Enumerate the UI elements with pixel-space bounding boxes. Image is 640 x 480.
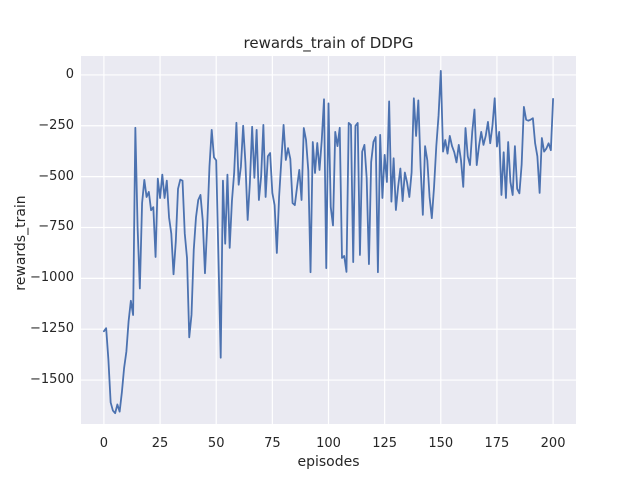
series-line-rewards-train	[103, 69, 554, 415]
x-tick-label: 175	[484, 436, 510, 451]
x-tick-label: 200	[540, 436, 566, 451]
x-tick-label: 0	[99, 436, 109, 451]
y-tick-label: −250	[38, 117, 74, 133]
x-tick-label: 25	[151, 436, 169, 451]
y-tick-label: −1250	[30, 321, 74, 337]
y-tick-label: 0	[65, 66, 74, 82]
y-tick-label: −1000	[30, 270, 74, 286]
y-tick-label: −1500	[30, 372, 74, 388]
x-tick-label: 100	[316, 436, 341, 451]
x-tick-label: 150	[428, 436, 454, 451]
line-chart-svg	[81, 56, 576, 424]
x-axis-label: episodes	[297, 454, 360, 470]
plot-area	[81, 56, 576, 424]
x-tick-label: 50	[207, 436, 225, 451]
chart-title: rewards_train of DDPG	[243, 34, 414, 52]
x-tick-label: 125	[372, 436, 398, 451]
y-tick-label: −500	[38, 168, 74, 184]
x-tick-label: 75	[264, 436, 281, 451]
y-tick-label: −750	[38, 219, 74, 235]
